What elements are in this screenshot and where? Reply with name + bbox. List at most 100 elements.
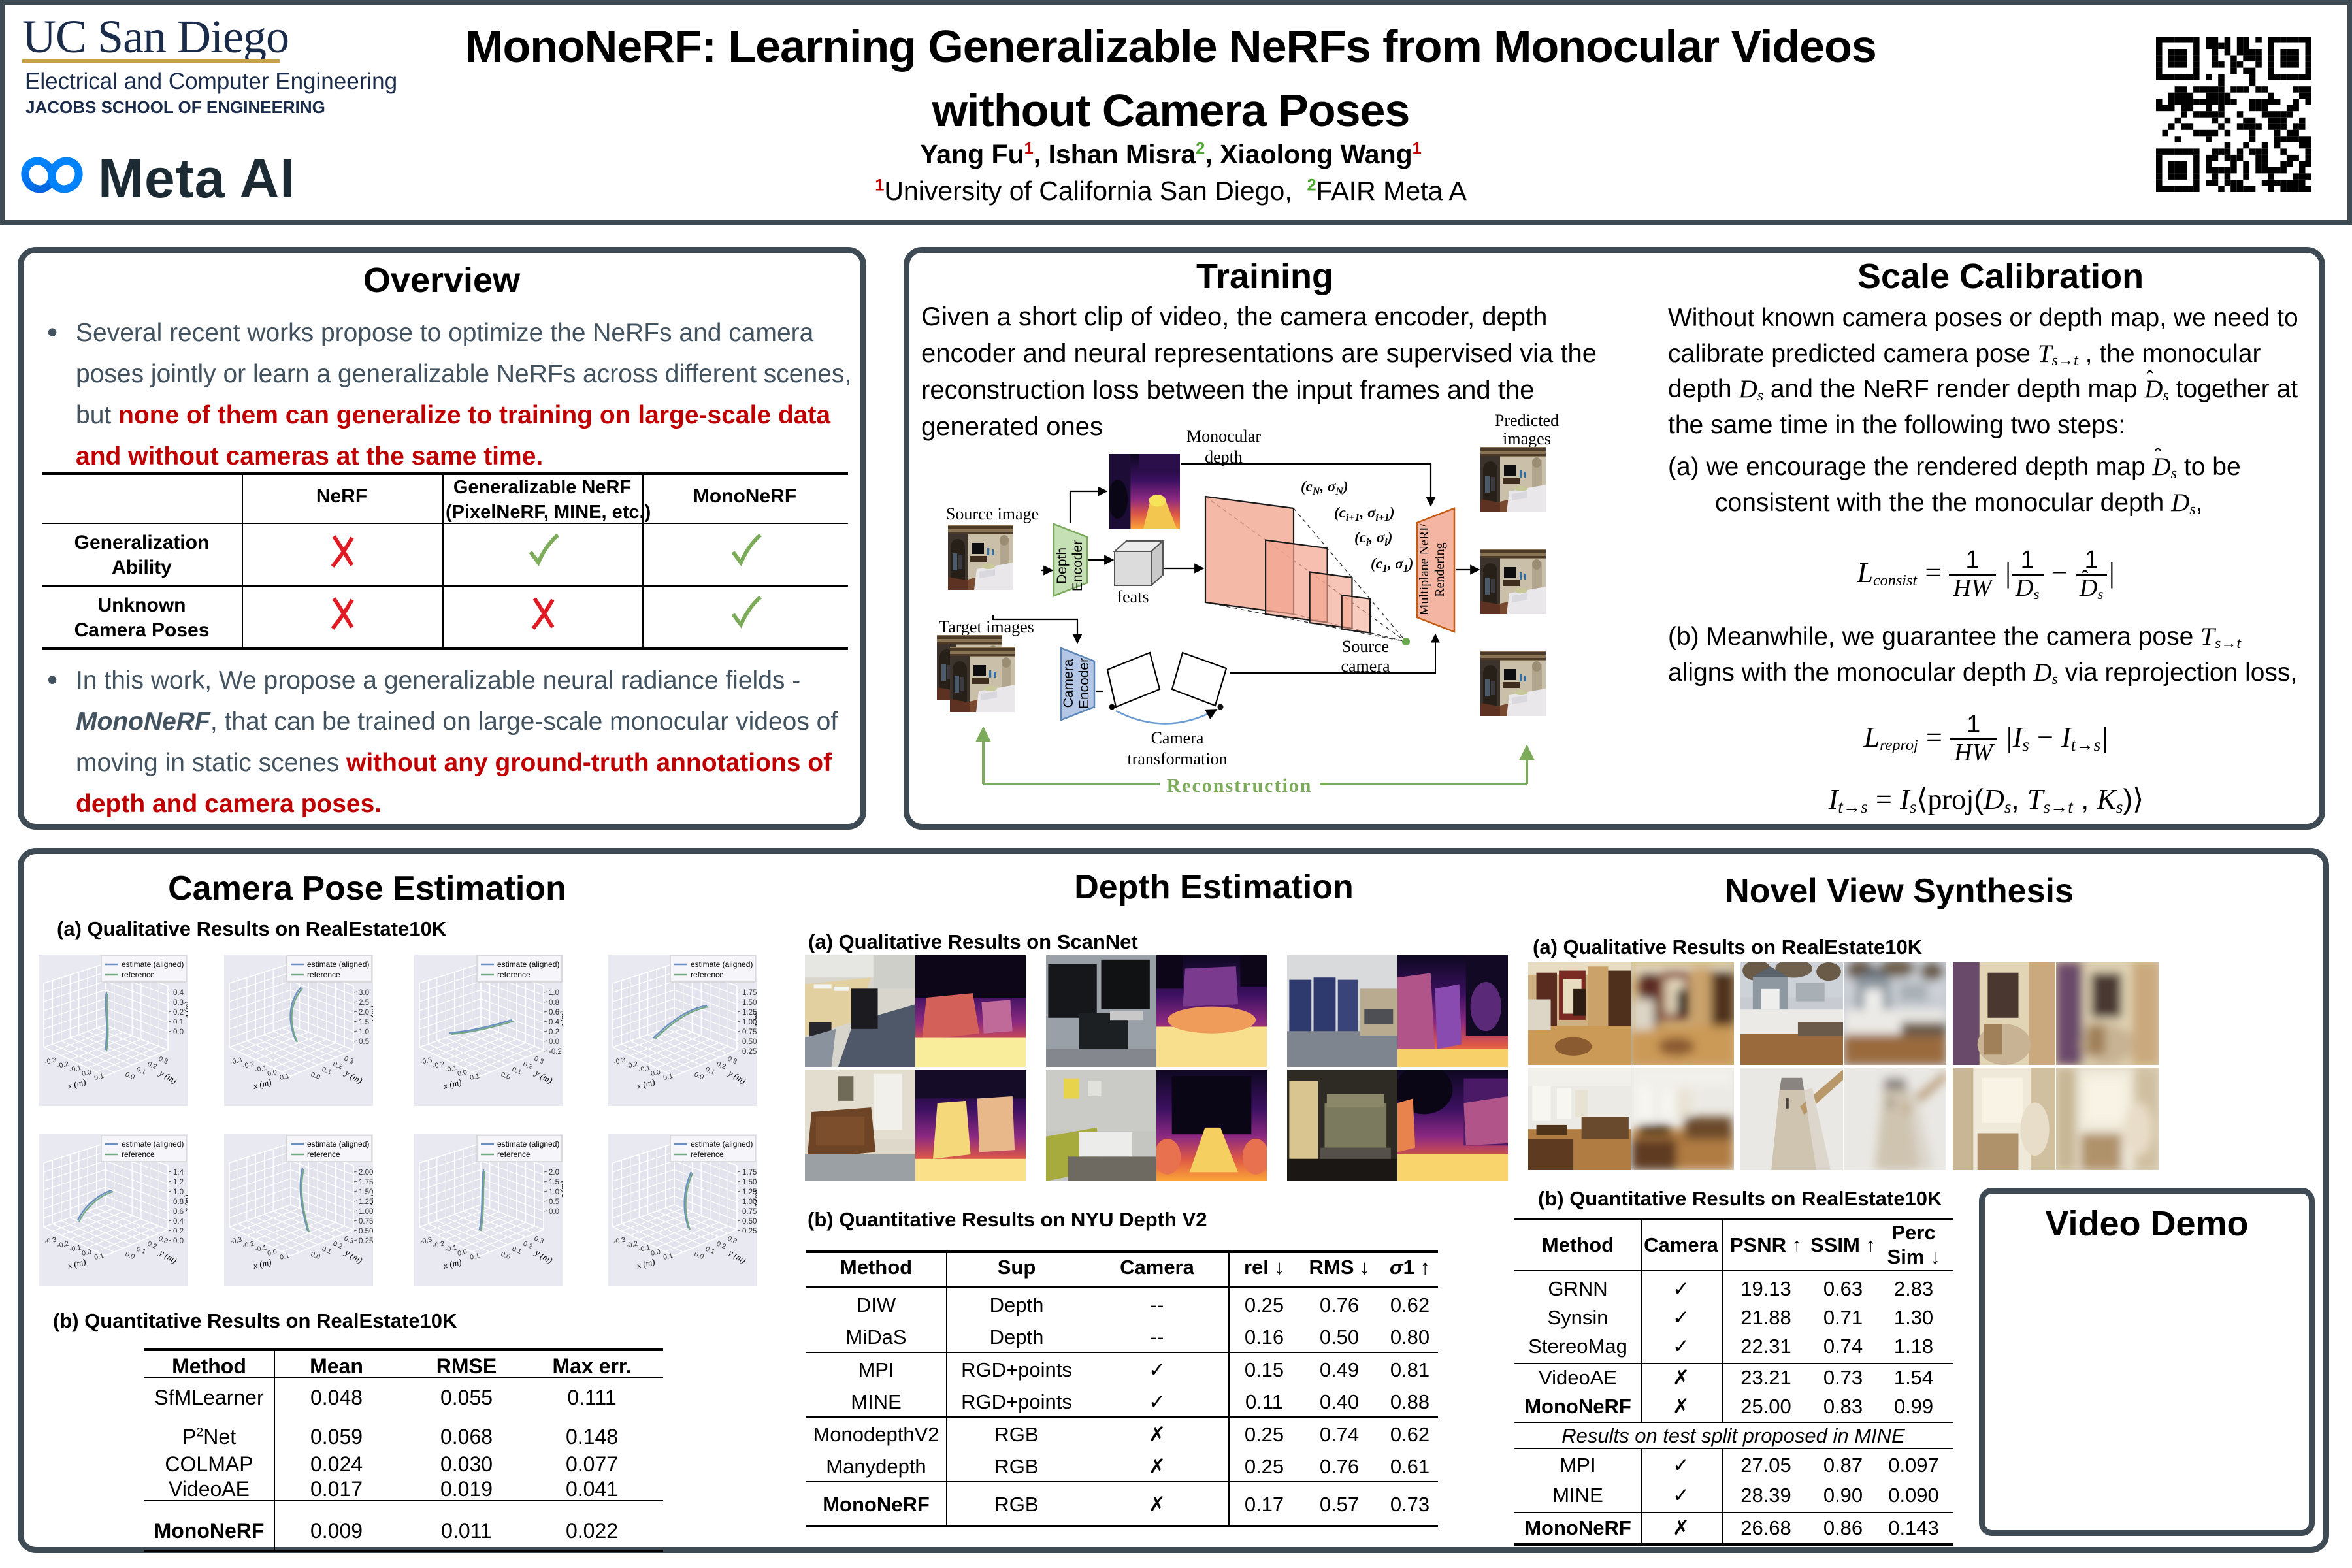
svg-text:0.1: 0.1 [135, 1066, 147, 1077]
svg-text:transformation: transformation [1127, 749, 1227, 768]
svg-text:x (m): x (m) [66, 1077, 87, 1091]
svg-text:1.5: 1.5 [549, 1179, 559, 1186]
svg-text:Encoder: Encoder [1070, 540, 1085, 591]
svg-text:estimate (aligned): estimate (aligned) [122, 1139, 184, 1149]
svg-text:0.50: 0.50 [742, 1038, 757, 1046]
svg-text:1.25: 1.25 [742, 1009, 757, 1017]
svg-text:0.2: 0.2 [715, 1240, 727, 1251]
svg-text:0.3: 0.3 [157, 1235, 169, 1246]
svg-text:0.3: 0.3 [173, 999, 184, 1007]
svg-text:0.8: 0.8 [173, 1198, 184, 1206]
svg-text:1.50: 1.50 [359, 1188, 373, 1196]
svg-text:0.3: 0.3 [727, 1055, 738, 1066]
svg-text:1.4: 1.4 [173, 1169, 184, 1177]
svg-text:0.0: 0.0 [650, 1068, 661, 1078]
svg-text:z (m): z (m) [368, 1195, 373, 1212]
svg-text:-0.2: -0.2 [432, 1239, 445, 1250]
svg-text:estimate (aligned): estimate (aligned) [497, 960, 559, 969]
svg-text:feats: feats [1117, 587, 1149, 606]
svg-text:0.1: 0.1 [173, 1019, 184, 1026]
svg-text:0.0: 0.0 [500, 1250, 512, 1262]
svg-text:0.3: 0.3 [157, 1055, 169, 1066]
svg-text:0.0: 0.0 [693, 1250, 705, 1262]
svg-text:1.25: 1.25 [359, 1198, 373, 1206]
svg-text:Camera: Camera [1151, 728, 1204, 747]
svg-text:0.0: 0.0 [124, 1071, 136, 1082]
svg-text:0.25: 0.25 [742, 1048, 757, 1056]
svg-text:0.1: 0.1 [469, 1072, 480, 1082]
svg-text:1.0: 1.0 [173, 1188, 184, 1196]
svg-text:x (m): x (m) [635, 1077, 656, 1091]
svg-text:1.75: 1.75 [742, 1169, 757, 1177]
svg-text:0.1: 0.1 [469, 1252, 480, 1262]
svg-text:0.2: 0.2 [332, 1240, 344, 1251]
svg-text:-0.3: -0.3 [419, 1056, 433, 1066]
svg-text:estimate (aligned): estimate (aligned) [307, 1139, 369, 1149]
svg-text:1.75: 1.75 [359, 1179, 373, 1186]
svg-text:2.5: 2.5 [359, 999, 369, 1007]
svg-text:Camera: Camera [1061, 659, 1076, 708]
svg-text:z (m): z (m) [368, 1006, 373, 1023]
svg-text:0.3: 0.3 [533, 1235, 545, 1246]
svg-text:-0.1: -0.1 [254, 1243, 267, 1254]
svg-text:-0.1: -0.1 [444, 1064, 457, 1074]
svg-text:-0.2: -0.2 [56, 1060, 69, 1070]
svg-text:0.2: 0.2 [715, 1060, 727, 1071]
svg-text:0.5: 0.5 [549, 1198, 559, 1206]
svg-text:0.0: 0.0 [549, 1208, 559, 1216]
svg-text:0.2: 0.2 [522, 1060, 534, 1071]
svg-text:0.2: 0.2 [146, 1240, 158, 1251]
svg-text:0.1: 0.1 [279, 1072, 290, 1082]
svg-text:-0.2: -0.2 [625, 1060, 638, 1070]
svg-text:reference: reference [691, 1150, 724, 1159]
svg-text:estimate (aligned): estimate (aligned) [307, 960, 369, 969]
svg-text:2.0: 2.0 [359, 1009, 369, 1017]
svg-text:-0.3: -0.3 [44, 1056, 57, 1066]
svg-text:0.6: 0.6 [549, 1009, 559, 1017]
svg-text:1.0: 1.0 [359, 1028, 369, 1036]
svg-text:0.5: 0.5 [359, 1038, 369, 1046]
svg-text:0.25: 0.25 [742, 1228, 757, 1235]
svg-text:0.1: 0.1 [704, 1066, 716, 1077]
svg-text:(ci, σi): (ci, σi) [1354, 529, 1392, 548]
svg-text:0.0: 0.0 [173, 1028, 184, 1036]
svg-text:-0.1: -0.1 [69, 1064, 82, 1074]
svg-text:0.3: 0.3 [343, 1235, 355, 1246]
svg-text:Predicted: Predicted [1495, 412, 1559, 430]
svg-text:Depth: Depth [1054, 547, 1070, 584]
svg-text:0.0: 0.0 [310, 1071, 321, 1082]
svg-text:-0.3: -0.3 [44, 1235, 57, 1246]
svg-text:0.1: 0.1 [93, 1072, 105, 1082]
svg-text:x (m): x (m) [635, 1256, 656, 1271]
svg-text:Encoder: Encoder [1077, 658, 1092, 709]
svg-text:0.50: 0.50 [359, 1228, 373, 1235]
svg-text:z (m): z (m) [752, 1011, 757, 1028]
svg-text:0.0: 0.0 [457, 1068, 468, 1078]
svg-text:Multiplane NeRF: Multiplane NeRF [1417, 524, 1431, 616]
svg-text:(ci+1, σi+1): (ci+1, σi+1) [1334, 504, 1395, 523]
svg-text:0.0: 0.0 [650, 1248, 661, 1258]
svg-text:0.6: 0.6 [173, 1208, 184, 1216]
svg-text:z (m): z (m) [559, 1181, 563, 1198]
svg-text:estimate (aligned): estimate (aligned) [691, 1139, 753, 1149]
svg-text:Rendering: Rendering [1433, 542, 1447, 596]
svg-text:-0.3: -0.3 [229, 1235, 242, 1246]
svg-text:estimate (aligned): estimate (aligned) [497, 1139, 559, 1149]
svg-text:1.50: 1.50 [742, 999, 757, 1007]
svg-text:-0.2: -0.2 [625, 1239, 638, 1250]
svg-text:2.00: 2.00 [359, 1169, 373, 1177]
svg-text:estimate (aligned): estimate (aligned) [122, 960, 184, 969]
svg-text:1.5: 1.5 [359, 1019, 369, 1026]
svg-text:0.0: 0.0 [124, 1250, 136, 1262]
svg-text:0.1: 0.1 [511, 1245, 523, 1256]
svg-text:-0.3: -0.3 [613, 1235, 626, 1246]
svg-text:0.75: 0.75 [742, 1208, 757, 1216]
svg-text:-0.3: -0.3 [419, 1235, 433, 1246]
svg-text:1.0: 1.0 [549, 989, 559, 997]
svg-text:x (m): x (m) [442, 1256, 463, 1271]
svg-text:0.25: 0.25 [359, 1237, 373, 1245]
svg-text:Reconstruction: Reconstruction [1167, 775, 1313, 796]
svg-text:-0.1: -0.1 [254, 1064, 267, 1074]
svg-text:1.00: 1.00 [742, 1198, 757, 1206]
svg-text:z (m): z (m) [183, 1195, 188, 1212]
